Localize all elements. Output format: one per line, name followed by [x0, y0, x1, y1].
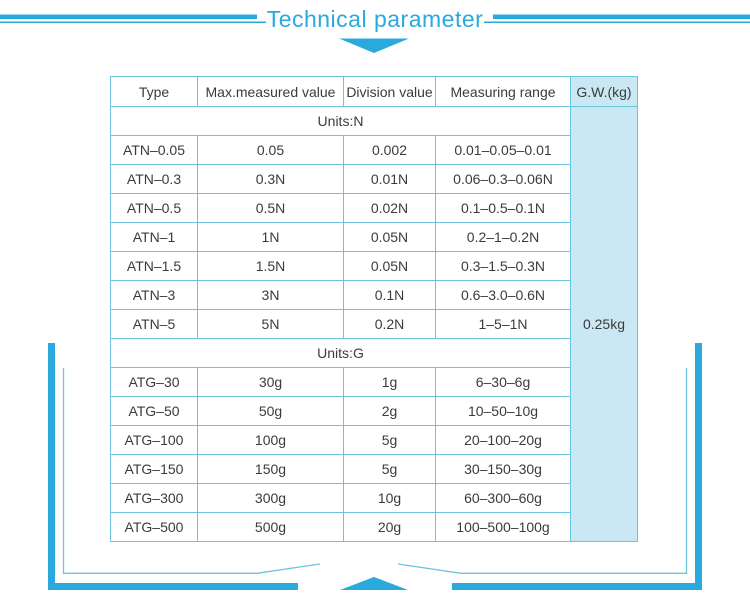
spec-table: Type Max.measured value Division value M… [110, 76, 638, 542]
table-row: ATN–3 3N 0.1N 0.6–3.0–0.6N [110, 280, 638, 310]
division-cell: 0.2N [343, 309, 436, 339]
type-cell: ATN–5 [110, 309, 198, 339]
range-cell: 6–30–6g [435, 367, 571, 397]
section-label: Units:N [110, 106, 571, 136]
range-cell: 0.01–0.05–0.01 [435, 135, 571, 165]
type-cell: ATG–50 [110, 396, 198, 426]
max-value-cell: 1.5N [197, 251, 344, 281]
table-row: ATN–5 5N 0.2N 1–5–1N [110, 309, 638, 339]
type-cell: ATG–300 [110, 483, 198, 513]
max-value-cell: 0.05 [197, 135, 344, 165]
range-cell: 20–100–20g [435, 425, 571, 455]
division-cell: 0.01N [343, 164, 436, 194]
table-row: ATG–150 150g 5g 30–150–30g [110, 454, 638, 484]
down-arrow-icon [339, 38, 409, 53]
max-value-cell: 500g [197, 512, 344, 542]
type-cell: ATN–0.05 [110, 135, 198, 165]
section-label: Units:G [110, 338, 571, 368]
bracket-right-vertical [695, 343, 702, 590]
type-cell: ATN–0.3 [110, 164, 198, 194]
bracket-right-horizontal [452, 583, 702, 590]
table-body: Units:N 0.25kg ATN–0.05 0.05 0.002 0.01–0.05–… [110, 106, 638, 542]
table-row: ATN–0.5 0.5N 0.02N 0.1–0.5–0.1N [110, 193, 638, 223]
section-row: Units:G [110, 338, 638, 368]
col-header-range: Measuring range [435, 76, 571, 107]
max-value-cell: 5N [197, 309, 344, 339]
division-cell: 5g [343, 454, 436, 484]
division-cell: 10g [343, 483, 436, 513]
col-header-division: Division value [343, 76, 436, 107]
max-value-cell: 300g [197, 483, 344, 513]
col-header-max-measured: Max.measured value [197, 76, 344, 107]
max-value-cell: 3N [197, 280, 344, 310]
range-cell: 100–500–100g [435, 512, 571, 542]
table-row: ATG–30 30g 1g 6–30–6g [110, 367, 638, 397]
table-row: ATG–500 500g 20g 100–500–100g [110, 512, 638, 542]
division-cell: 0.05N [343, 251, 436, 281]
range-cell: 1–5–1N [435, 309, 571, 339]
max-value-cell: 0.3N [197, 164, 344, 194]
type-cell: ATG–150 [110, 454, 198, 484]
type-cell: ATN–1 [110, 222, 198, 252]
type-cell: ATG–500 [110, 512, 198, 542]
max-value-cell: 100g [197, 425, 344, 455]
division-cell: 2g [343, 396, 436, 426]
range-cell: 0.2–1–0.2N [435, 222, 571, 252]
division-cell: 0.1N [343, 280, 436, 310]
page-title: Technical parameter [266, 6, 484, 32]
max-value-cell: 150g [197, 454, 344, 484]
table-row: ATN–1.5 1.5N 0.05N 0.3–1.5–0.3N [110, 251, 638, 281]
table-row: ATG–300 300g 10g 60–300–60g [110, 483, 638, 513]
type-cell: ATG–30 [110, 367, 198, 397]
max-value-cell: 1N [197, 222, 344, 252]
division-cell: 1g [343, 367, 436, 397]
division-cell: 0.05N [343, 222, 436, 252]
range-cell: 30–150–30g [435, 454, 571, 484]
max-value-cell: 30g [197, 367, 344, 397]
col-header-gw: G.W.(kg) [570, 76, 638, 107]
range-cell: 0.3–1.5–0.3N [435, 251, 571, 281]
type-cell: ATG–100 [110, 425, 198, 455]
range-cell: 0.6–3.0–0.6N [435, 280, 571, 310]
table-row: ATG–100 100g 5g 20–100–20g [110, 425, 638, 455]
division-cell: 20g [343, 512, 436, 542]
col-header-type: Type [110, 76, 198, 107]
section-row: Units:N 0.25kg [110, 106, 638, 542]
header-row: Type Max.measured value Division value M… [110, 76, 638, 107]
up-arrow-icon [340, 577, 408, 590]
division-cell: 5g [343, 425, 436, 455]
range-cell: 0.1–0.5–0.1N [435, 193, 571, 223]
table-row: ATN–1 1N 0.05N 0.2–1–0.2N [110, 222, 638, 252]
range-cell: 60–300–60g [435, 483, 571, 513]
gw-merged-cell: 0.25kg [570, 106, 638, 542]
range-cell: 10–50–10g [435, 396, 571, 426]
type-cell: ATN–3 [110, 280, 198, 310]
bracket-left-vertical [48, 343, 55, 590]
table-row: ATN–0.3 0.3N 0.01N 0.06–0.3–0.06N [110, 164, 638, 194]
table-row: ATG–50 50g 2g 10–50–10g [110, 396, 638, 426]
division-cell: 0.002 [343, 135, 436, 165]
bracket-left-horizontal [48, 583, 298, 590]
table-row: ATN–0.05 0.05 0.002 0.01–0.05–0.01 [110, 135, 638, 165]
type-cell: ATN–0.5 [110, 193, 198, 223]
max-value-cell: 0.5N [197, 193, 344, 223]
range-cell: 0.06–0.3–0.06N [435, 164, 571, 194]
type-cell: ATN–1.5 [110, 251, 198, 281]
max-value-cell: 50g [197, 396, 344, 426]
division-cell: 0.02N [343, 193, 436, 223]
